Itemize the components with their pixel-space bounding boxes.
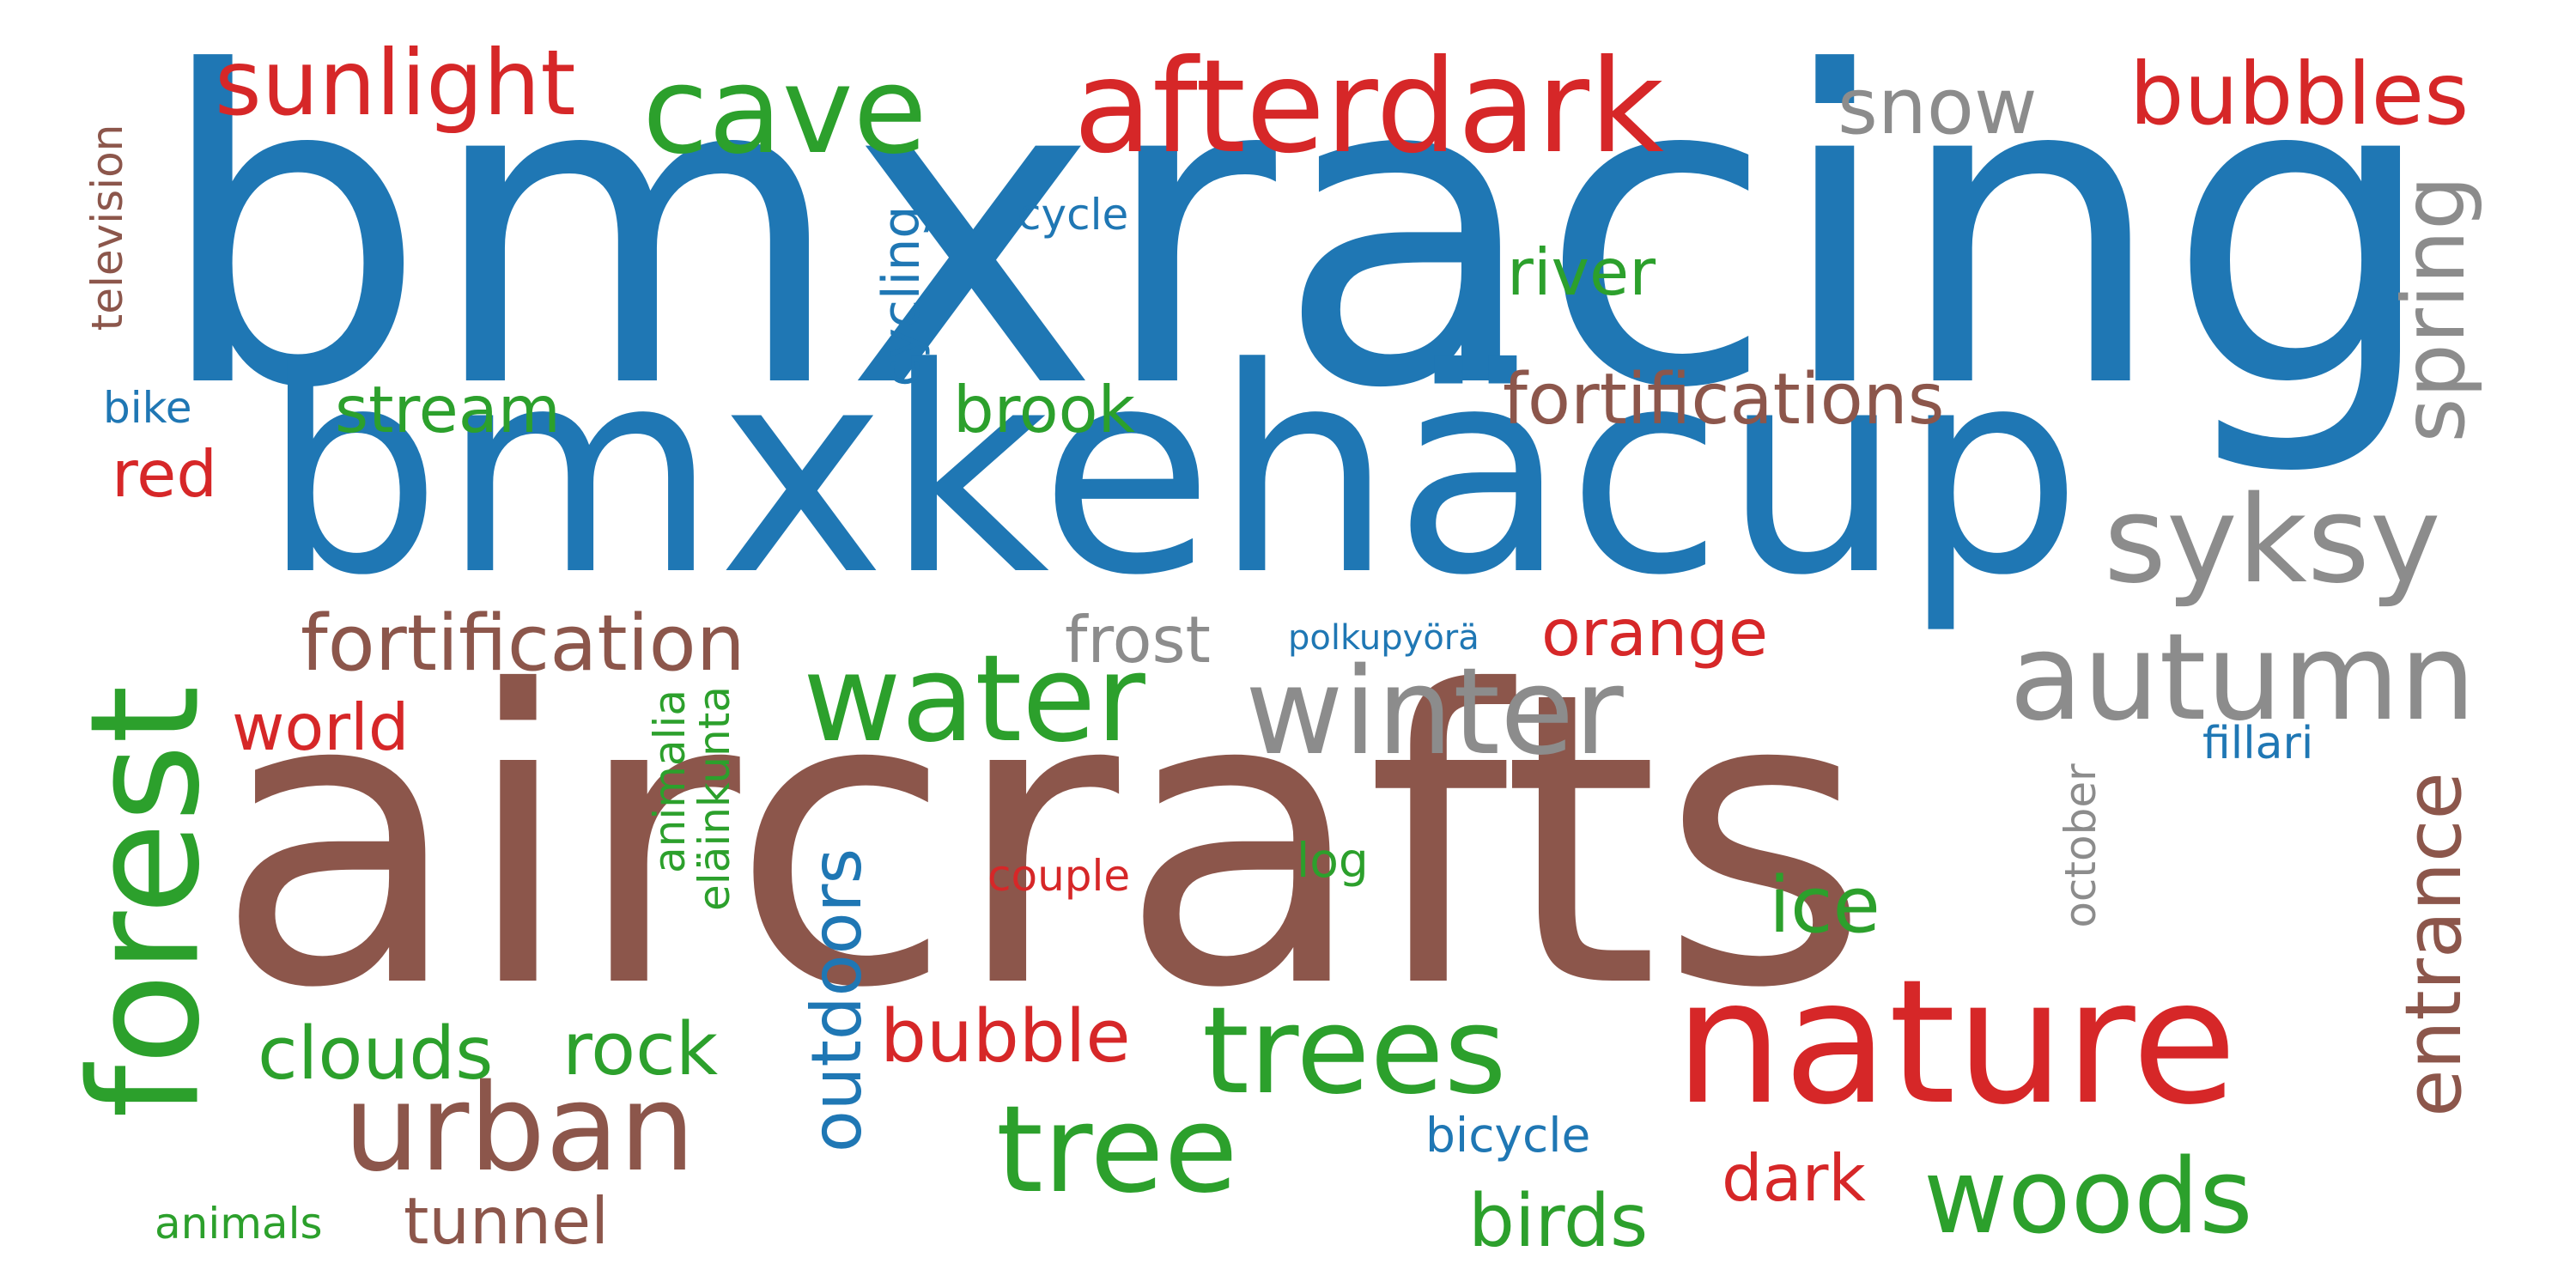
word-river: river	[1507, 234, 1656, 310]
word-log: log	[1297, 833, 1369, 888]
word-elainkunta: eläinkunta	[690, 686, 739, 911]
word-cycle: cycle	[1018, 190, 1129, 240]
word-tree: tree	[996, 1080, 1238, 1220]
word-birds: birds	[1468, 1179, 1649, 1264]
word-syksy: syksy	[2104, 471, 2441, 611]
word-autumn: autumn	[2009, 608, 2476, 748]
word-cave: cave	[642, 41, 927, 181]
word-polkupyora: polkupyörä	[1288, 618, 1479, 658]
word-fortifications: fortifications	[1503, 359, 1945, 440]
word-nature: nature	[1674, 943, 2238, 1143]
word-stream: stream	[335, 372, 561, 447]
word-animals: animals	[155, 1199, 323, 1249]
word-orange: orange	[1541, 595, 1768, 671]
word-aircrafts: aircrafts	[215, 606, 1870, 1076]
word-dark: dark	[1722, 1140, 1866, 1216]
word-bike: bike	[103, 383, 192, 433]
word-fortification: fortification	[301, 598, 745, 689]
word-trees: trees	[1202, 981, 1507, 1121]
word-bubble: bubble	[880, 994, 1131, 1079]
word-ice: ice	[1769, 860, 1880, 951]
word-winter: winter	[1245, 642, 1624, 782]
word-bicycle: bicycle	[1425, 1108, 1591, 1163]
word-outdoors: outdoors	[797, 848, 877, 1153]
word-bubbles: bubbles	[2129, 44, 2470, 144]
word-clouds: clouds	[258, 1012, 494, 1097]
word-october: october	[2056, 763, 2105, 928]
word-television: television	[82, 124, 132, 331]
word-woods: woods	[1923, 1138, 2253, 1257]
word-cycling: cycling	[872, 205, 932, 387]
word-water: water	[803, 629, 1145, 769]
word-snow: snow	[1838, 62, 2038, 152]
word-entrance: entrance	[2389, 772, 2479, 1117]
word-bmxkehacup: bmxkehäcup	[262, 307, 2083, 637]
word-brook: brook	[953, 372, 1135, 447]
word-afterdark: afterdark	[1073, 33, 1664, 182]
word-sunlight: sunlight	[215, 31, 576, 136]
word-forest: forest	[58, 684, 234, 1119]
word-fillari: fillari	[2202, 718, 2314, 769]
word-urban: urban	[343, 1059, 696, 1199]
word-bmxracing: bmxracing	[155, 0, 2439, 482]
word-spring: spring	[2384, 175, 2484, 443]
word-world: world	[232, 690, 410, 765]
word-rock: rock	[562, 1007, 719, 1092]
word-couple: couple	[987, 851, 1131, 901]
word-red: red	[112, 436, 217, 512]
word-tunnel: tunnel	[404, 1183, 609, 1259]
word-frost: frost	[1065, 602, 1211, 677]
word-animalia: animalia	[645, 690, 695, 873]
